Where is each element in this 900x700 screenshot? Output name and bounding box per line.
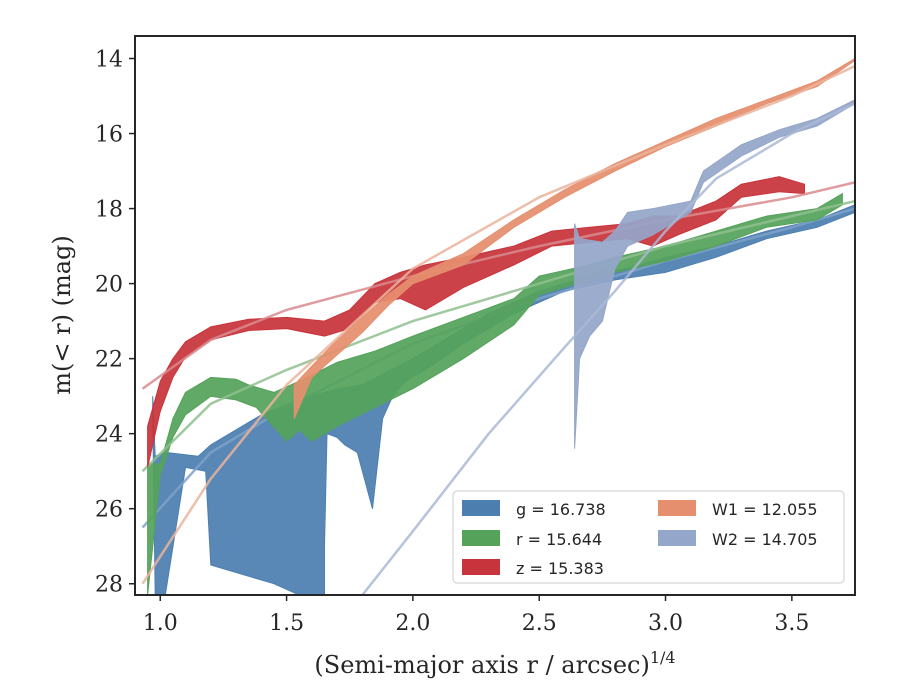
legend-label-g: g = 16.738 xyxy=(516,500,606,519)
y-tick-label: 18 xyxy=(95,198,123,223)
legend-entry-r: r = 15.644 xyxy=(462,530,602,549)
series-w2 xyxy=(361,99,855,595)
legend-entry-w2: W2 = 14.705 xyxy=(658,530,818,549)
series-w1 xyxy=(141,57,855,585)
legend-label-r: r = 15.644 xyxy=(516,530,602,549)
y-tick-label: 16 xyxy=(95,123,123,148)
legend-swatch-g xyxy=(462,500,500,516)
series-z-fit xyxy=(141,181,855,390)
legend-swatch-w2 xyxy=(658,530,696,546)
series-z xyxy=(141,176,855,468)
series-w1-band xyxy=(293,57,855,419)
series-w1-fit xyxy=(141,64,855,585)
plot-frame xyxy=(134,35,856,596)
y-axis-label: m(< r) (mag) xyxy=(48,235,76,394)
legend-label-w2: W2 = 14.705 xyxy=(712,530,818,549)
legend-entry-z: z = 15.383 xyxy=(462,559,604,578)
y-tick-label: 20 xyxy=(95,273,123,298)
y-tick-label: 14 xyxy=(95,48,123,73)
legend-swatch-w1 xyxy=(658,500,696,516)
series-w2-band xyxy=(574,99,855,449)
legend-entry-w1: W1 = 12.055 xyxy=(658,500,818,519)
x-tick-label: 3.0 xyxy=(648,611,683,636)
legend-swatch-z xyxy=(462,559,500,575)
y-tick-label: 22 xyxy=(95,348,123,373)
legend-frame xyxy=(452,490,845,584)
y-tick-label: 26 xyxy=(95,498,123,523)
legend-label-z: z = 15.383 xyxy=(516,559,604,578)
series-r-fit xyxy=(141,199,855,473)
y-tick-label: 28 xyxy=(95,573,123,598)
series-layer xyxy=(141,57,855,595)
legend-label-w1: W1 = 12.055 xyxy=(712,500,818,519)
legend: g = 16.738 r = 15.644 z = 15.383 W1 = 12… xyxy=(452,490,845,584)
series-w2-fit xyxy=(361,102,855,595)
x-tick-label: 1.0 xyxy=(143,611,178,636)
x-tick-label: 2.0 xyxy=(395,611,430,636)
x-tick-label: 3.5 xyxy=(774,611,809,636)
ticks-layer: 1.0 1.5 2.0 2.5 3.0 3.5 14 16 18 20 22 24 26 28 xyxy=(95,48,809,636)
x-axis-label-superscript: 1/4 xyxy=(650,648,676,667)
x-axis-label: (Semi-major axis r / arcsec)1/4 xyxy=(314,648,675,679)
legend-entry-g: g = 16.738 xyxy=(462,500,606,519)
y-tick-label: 24 xyxy=(95,423,123,448)
x-tick-label: 2.5 xyxy=(522,611,557,636)
legend-swatch-r xyxy=(462,530,500,546)
x-tick-label: 1.5 xyxy=(269,611,304,636)
